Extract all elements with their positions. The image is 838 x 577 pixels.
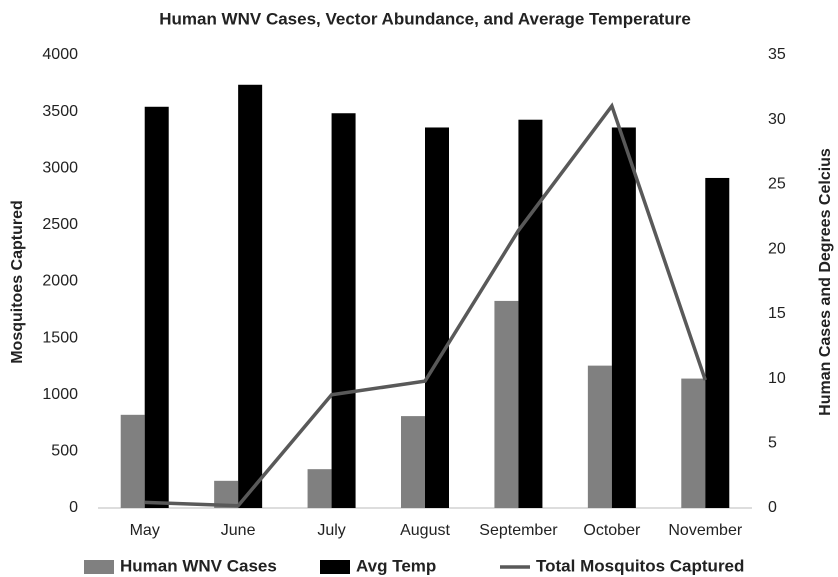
x-tick-label: July: [317, 522, 345, 539]
bar: [120, 414, 145, 508]
x-tick-label: October: [583, 522, 641, 539]
bar: [331, 113, 356, 508]
y-tick-label: 2500: [42, 216, 78, 233]
x-tick-label: August: [400, 522, 450, 539]
legend-label: Human WNV Cases: [120, 556, 277, 575]
bar: [494, 300, 519, 508]
bar: [425, 127, 449, 508]
y2-tick-label: 35: [768, 46, 786, 63]
bar: [681, 378, 706, 508]
y-tick-label: 1500: [42, 329, 78, 346]
x-tick-label: September: [479, 522, 558, 539]
x-tick-label: June: [221, 522, 256, 539]
y-tick-label: 2000: [42, 273, 78, 290]
y-tick-label: 3500: [42, 103, 78, 120]
y2-tick-label: 0: [768, 499, 777, 516]
y2-tick-label: 30: [768, 111, 786, 128]
y-axis-label: Mosquitoes Captured: [9, 200, 26, 364]
y2-tick-label: 15: [768, 305, 786, 322]
legend-label: Total Mosquitos Captured: [536, 556, 744, 575]
y2-tick-label: 20: [768, 240, 786, 257]
bar: [238, 84, 263, 509]
y-tick-label: 1000: [42, 386, 78, 403]
y-tick-label: 0: [69, 499, 78, 516]
bar: [144, 106, 169, 509]
y-tick-label: 500: [51, 443, 78, 460]
bar: [705, 177, 730, 508]
y2-tick-label: 10: [768, 370, 786, 387]
y2-tick-label: 25: [768, 176, 786, 193]
bar: [587, 365, 612, 508]
chart-title: Human WNV Cases, Vector Abundance, and A…: [159, 9, 691, 28]
bar: [518, 119, 543, 508]
line-series: [144, 102, 707, 508]
y2-tick-label: 5: [768, 435, 777, 452]
y-tick-label: 3000: [42, 159, 78, 176]
legend-swatch: [320, 560, 350, 574]
legend-swatch: [84, 560, 114, 574]
y2-axis-label: Human Cases and Degrees Celcius: [817, 148, 834, 416]
bar: [611, 127, 636, 508]
y-tick-label: 4000: [42, 46, 78, 63]
bar: [401, 416, 425, 508]
legend-label: Avg Temp: [356, 556, 436, 575]
bar: [307, 469, 332, 508]
x-tick-label: November: [668, 522, 742, 539]
x-tick-label: May: [130, 522, 160, 539]
